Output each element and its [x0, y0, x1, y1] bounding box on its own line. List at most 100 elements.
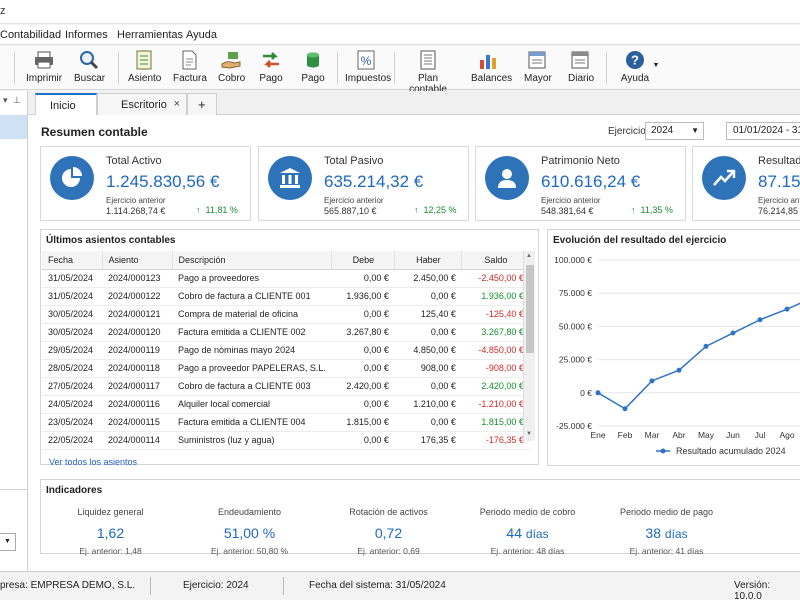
indicator-item: Endeudamiento 51,00 % Ej. anterior: 50,80… — [180, 507, 319, 556]
invoice-icon — [182, 50, 197, 70]
table-row[interactable]: 31/05/2024 2024/000122 Cobro de factura a … — [42, 287, 530, 306]
panel-collapse-icon[interactable]: ▾ — [3, 95, 8, 105]
card-change-value: 12,25 % — [423, 205, 457, 215]
cell-date: 30/05/2024 — [42, 305, 102, 324]
column-header[interactable]: Haber — [394, 251, 463, 270]
taxes-button[interactable]: % Impuestos — [345, 50, 391, 84]
entry-label: Asiento — [128, 73, 162, 84]
window-title: z — [0, 5, 6, 17]
panel-pin-icon[interactable]: ⊥ — [13, 95, 21, 105]
search-button[interactable]: Buscar — [74, 50, 105, 84]
cell-description: Pago de nóminas mayo 2024 — [172, 341, 332, 360]
panel-dropdown[interactable]: ▼ — [0, 533, 16, 551]
chart-of-accounts-button[interactable]: Plan contable — [402, 50, 454, 95]
receipt-button[interactable]: Cobro — [218, 50, 245, 84]
cell-balance: -1.210,00 € — [461, 395, 530, 414]
tab-escritorio[interactable]: Escritorio × — [97, 93, 187, 115]
scroll-down-icon[interactable]: ▼ — [526, 431, 532, 437]
date-range-field[interactable]: 01/01/2024 - 31/05/2024 — [726, 122, 800, 140]
card-label: Total Activo — [106, 155, 162, 167]
data-point — [757, 317, 763, 323]
scroll-up-icon[interactable]: ▲ — [526, 253, 532, 259]
cell-balance: -908,00 € — [461, 359, 530, 378]
table-row[interactable]: 28/05/2024 2024/000118 Pago a proveedor PA… — [42, 359, 530, 378]
card-prev-value: 76.214,85 € — [758, 206, 800, 216]
table-row[interactable]: 27/05/2024 2024/000117 Cobro de factura a … — [42, 377, 530, 396]
table-row[interactable]: 30/05/2024 2024/000121 Compra de material … — [42, 305, 530, 324]
table-row[interactable]: 24/05/2024 2024/000116 Alquiler local come… — [42, 395, 530, 414]
entry-button[interactable]: Asiento — [128, 50, 162, 84]
indicator-value: 51,00 % — [223, 525, 276, 541]
card-resultado: Resultado 87.152,04 € Ejercicio anterior… — [692, 146, 800, 221]
year-select[interactable]: 2024 ▼ — [645, 122, 704, 140]
toolbar-separator — [606, 52, 607, 84]
menu-herramientas[interactable]: Herramientas — [117, 29, 184, 41]
column-header[interactable]: Descripción — [172, 251, 333, 270]
help-dropdown-arrow[interactable]: ▼ — [652, 62, 660, 69]
print-button[interactable]: Imprimir — [26, 50, 62, 84]
table-row[interactable]: 30/05/2024 2024/000120 Factura emitida a C… — [42, 323, 530, 342]
indicator-item: Rotación de activos 0,72 Ej. anterior: 0,… — [319, 507, 458, 556]
entries-scrollbar[interactable]: ▲ ▼ — [523, 251, 535, 441]
table-row[interactable]: 23/05/2024 2024/000115 Factura emitida a C… — [42, 413, 530, 432]
column-header[interactable]: Asiento — [102, 251, 173, 270]
left-nav-panel: ▾ ⊥ ▼ — [0, 91, 28, 571]
indicator-unit: días — [664, 527, 688, 541]
cell-debit: 0,00 € — [331, 395, 395, 414]
indicator-label: Liquidez general — [77, 507, 144, 517]
page-title: Resumen contable — [41, 125, 148, 139]
y-tick-label: -25.000 € — [556, 421, 592, 431]
indicator-previous: Ej. anterior: 0,69 — [357, 546, 420, 556]
view-all-entries-link[interactable]: Ver todos los asientos — [49, 457, 138, 467]
invoice-button[interactable]: Factura — [173, 50, 207, 84]
column-header[interactable]: Fecha — [42, 251, 103, 270]
data-point — [649, 378, 655, 384]
dashboard: Resumen contable Ejercicio: 2024 ▼ 01/01… — [28, 115, 800, 571]
journal-entry-icon — [136, 50, 152, 70]
cell-balance: -4.850,00 € — [461, 341, 530, 360]
table-row[interactable]: 31/05/2024 2024/000123 Pago a proveedores 0… — [42, 269, 530, 288]
table-row[interactable]: 22/05/2024 2024/000114 Suministros (luz y … — [42, 431, 530, 450]
card-total-activo: Total Activo 1.245.830,56 € Ejercicio an… — [40, 146, 251, 221]
x-tick-label: May — [698, 430, 715, 440]
journal-button[interactable]: Diario — [568, 50, 594, 84]
scroll-thumb[interactable] — [526, 265, 534, 353]
cell-entry: 2024/000117 — [102, 377, 172, 396]
y-tick-label: 50.000 € — [559, 321, 592, 331]
help-icon: ? — [626, 51, 644, 69]
cell-debit: 0,00 € — [331, 359, 395, 378]
payment-button[interactable]: Pago — [258, 50, 284, 84]
cell-description: Factura emitida a CLIENTE 002 — [172, 323, 332, 342]
payment-label: Pago — [259, 73, 283, 84]
toolbar-separator — [394, 52, 395, 84]
menu-contabilidad[interactable]: Contabilidad — [0, 29, 62, 41]
indicator-label: Periodo medio de cobro — [479, 507, 576, 517]
journal-icon — [571, 51, 589, 69]
balances-button[interactable]: Balances — [471, 50, 512, 84]
column-header[interactable]: Saldo — [461, 251, 531, 270]
cell-credit: 0,00 € — [394, 323, 462, 342]
tab-strip: Inicio Escritorio × + — [28, 91, 800, 116]
card-value: 635.214,32 € — [324, 172, 424, 191]
toolbar-separator — [118, 52, 119, 84]
menu-ayuda[interactable]: Ayuda — [186, 29, 217, 41]
cell-description: Compra de material de oficina — [172, 305, 332, 324]
ledger-button[interactable]: Mayor — [524, 50, 552, 84]
new-tab-button[interactable]: + — [187, 93, 217, 115]
close-icon[interactable]: × — [173, 98, 180, 110]
x-tick-label: Abr — [672, 430, 685, 440]
bar-chart-icon — [480, 55, 496, 69]
help-button[interactable]: ? Ayuda — [620, 50, 650, 84]
tab-inicio[interactable]: Inicio — [35, 93, 97, 116]
menu-informes[interactable]: Informes — [65, 29, 108, 41]
nav-selected-item[interactable] — [0, 115, 27, 139]
table-row[interactable]: 29/05/2024 2024/000119 Pago de nóminas may… — [42, 341, 530, 360]
y-tick-label: 100.000 € — [554, 255, 592, 265]
column-header[interactable]: Debe — [331, 251, 396, 270]
payment2-button[interactable]: Pago — [300, 50, 326, 84]
card-change-value: 11,35 % — [640, 205, 673, 215]
panel-divider — [0, 489, 27, 490]
trend-up-icon — [702, 156, 746, 200]
cell-entry: 2024/000120 — [102, 323, 172, 342]
card-prev-label: Ejercicio anterior — [541, 196, 601, 205]
